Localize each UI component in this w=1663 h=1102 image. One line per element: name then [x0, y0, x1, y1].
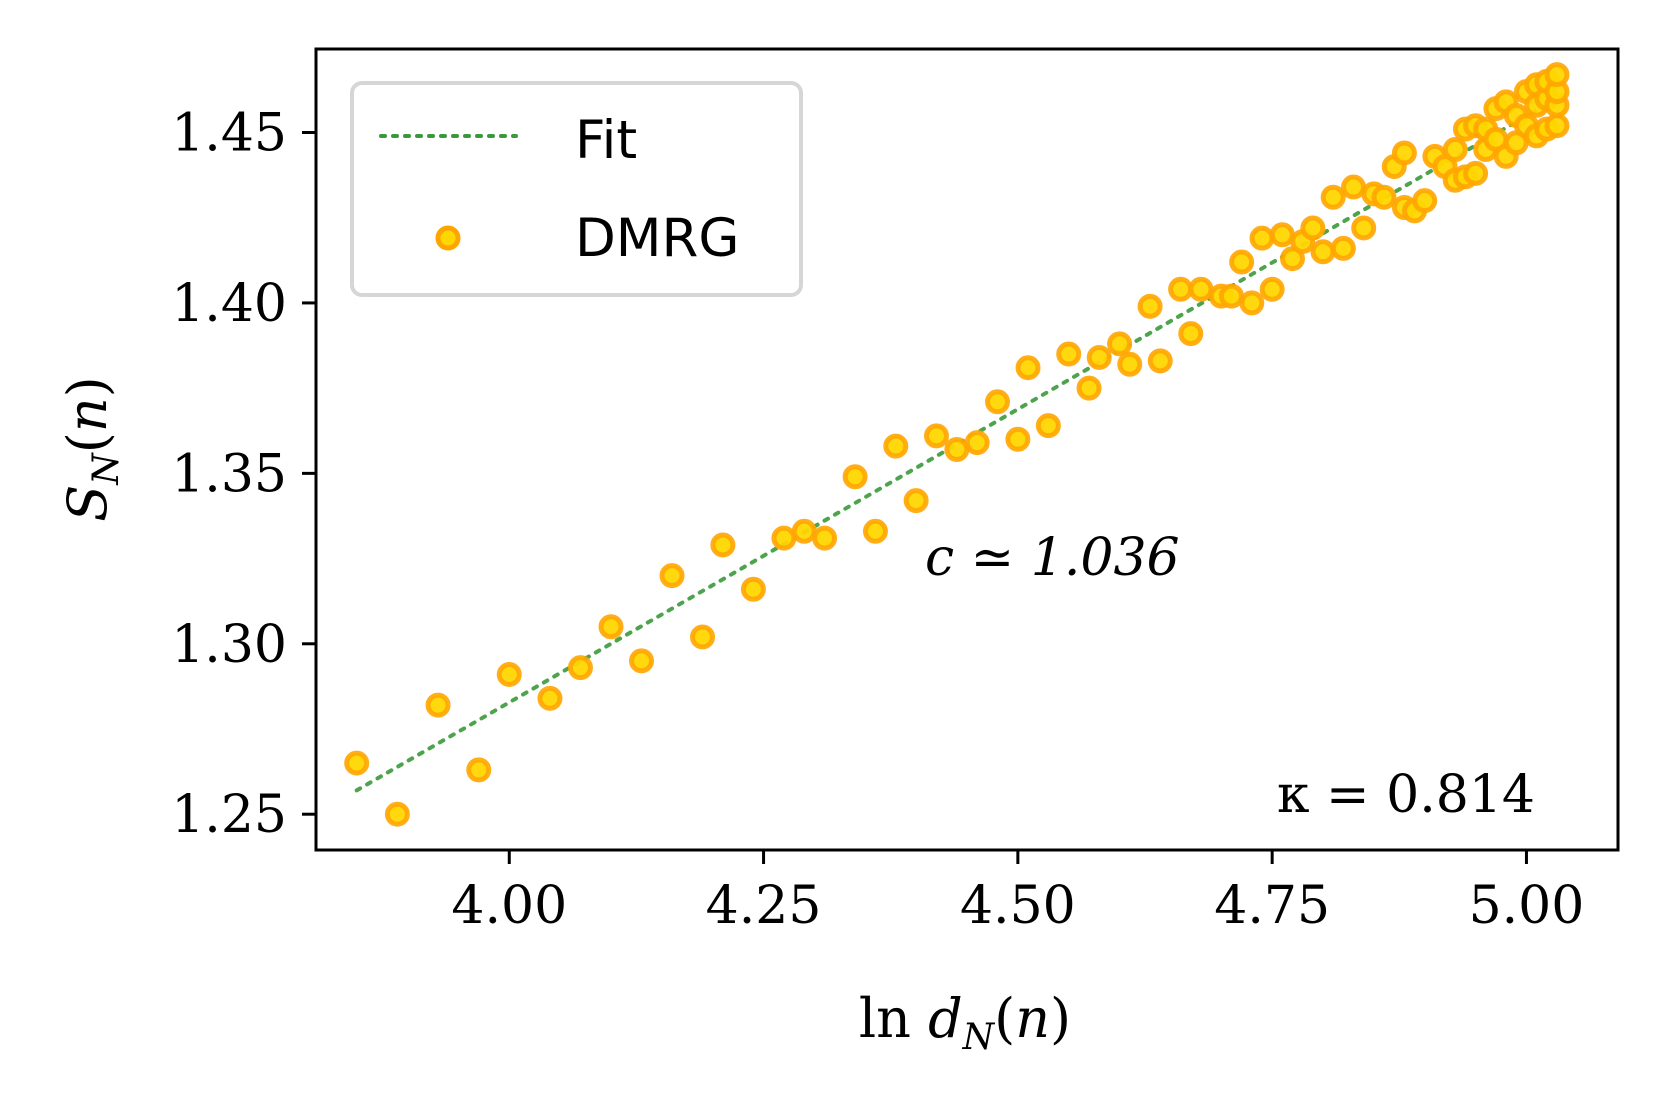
dmrg-point: [496, 661, 522, 687]
dmrg-point: [791, 518, 817, 544]
dmrg-point: [1320, 184, 1346, 210]
x-tick-label: 4.50: [960, 876, 1076, 936]
dmrg-point: [1391, 140, 1417, 166]
dmrg-point: [1351, 215, 1377, 241]
dmrg-point: [1076, 375, 1102, 401]
dmrg-point: [1259, 276, 1285, 302]
dmrg-point: [771, 525, 797, 551]
dmrg-point: [1463, 160, 1489, 186]
dmrg-point: [1137, 293, 1163, 319]
dmrg-point: [659, 563, 685, 589]
dmrg-point: [629, 648, 654, 674]
plot-frame: [314, 47, 1620, 852]
dmrg-point: [923, 423, 949, 449]
dmrg-point: [1168, 276, 1194, 302]
dmrg-point: [1147, 348, 1173, 374]
dmrg-point: [1178, 321, 1204, 347]
dmrg-point: [1239, 290, 1265, 316]
dmrg-point: [1442, 137, 1468, 163]
dmrg-point: [1117, 351, 1143, 377]
dmrg-point: [862, 518, 888, 544]
dmrg-point: [883, 433, 909, 459]
annotation-central-charge: c ≃ 1.036: [925, 528, 1180, 588]
dmrg-point: [1188, 276, 1214, 302]
dmrg-point: [1015, 355, 1041, 381]
legend: Fit DMRG: [350, 81, 803, 297]
x-axis-ticks: 4.00 4.25 4.50 4.75 5.00: [451, 850, 1584, 936]
dmrg-point: [1229, 249, 1255, 275]
dmrg-point: [1056, 341, 1082, 367]
y-axis-ticks: 1.25 1.30 1.35 1.40 1.45: [171, 104, 316, 845]
dmrg-point: [1330, 235, 1356, 261]
dmrg-point: [985, 389, 1011, 415]
dmrg-point: [1300, 215, 1326, 241]
legend-fit-label: Fit: [575, 110, 637, 171]
y-tick-label: 1.25: [171, 785, 287, 845]
dmrg-point: [1218, 283, 1244, 309]
dmrg-point: [1086, 344, 1112, 370]
dmrg-point: [344, 750, 370, 776]
dmrg-point: [425, 692, 451, 718]
dmrg-point: [842, 464, 868, 490]
legend-dmrg-label: DMRG: [575, 208, 739, 269]
y-tick-label: 1.45: [171, 104, 287, 164]
dmrg-point: [384, 801, 410, 827]
dmrg-point: [1544, 62, 1570, 88]
dmrg-point: [466, 757, 492, 783]
legend-dmrg-swatch: [435, 225, 461, 251]
dmrg-point: [1341, 174, 1367, 200]
dmrg-point: [812, 525, 838, 551]
y-tick-label: 1.40: [171, 274, 287, 334]
dmrg-point: [964, 430, 990, 456]
dmrg-point: [1107, 331, 1133, 357]
dmrg-point: [567, 655, 593, 681]
x-tick-label: 5.00: [1469, 876, 1585, 936]
dmrg-point: [598, 614, 624, 640]
dmrg-point: [1412, 188, 1438, 214]
y-tick-label: 1.35: [171, 444, 287, 504]
dmrg-point: [944, 437, 970, 462]
dmrg-point: [1005, 426, 1031, 452]
dmrg-point: [1035, 413, 1061, 439]
y-tick-label: 1.30: [171, 615, 287, 675]
dmrg-point: [1249, 225, 1275, 251]
x-axis-label: ln dN(n): [859, 987, 1071, 1058]
dmrg-point: [903, 488, 929, 514]
dmrg-point: [690, 624, 716, 650]
x-tick-label: 4.25: [706, 876, 822, 936]
x-tick-label: 4.75: [1214, 876, 1330, 936]
dmrg-point: [710, 532, 736, 558]
fit-line: [354, 96, 1559, 793]
dmrg-point: [1371, 184, 1397, 210]
dmrg-point: [1310, 239, 1336, 265]
dmrg-point: [1269, 222, 1295, 248]
dmrg-point: [740, 576, 766, 602]
dmrg-point: [537, 685, 563, 711]
x-tick-label: 4.00: [451, 876, 567, 936]
fit-layer: [354, 96, 1559, 793]
annotation-kappa: κ = 0.814: [1277, 765, 1535, 825]
y-axis-label: SN(n): [56, 376, 127, 521]
dmrg-point: [1544, 113, 1570, 139]
points-layer: [344, 62, 1570, 827]
